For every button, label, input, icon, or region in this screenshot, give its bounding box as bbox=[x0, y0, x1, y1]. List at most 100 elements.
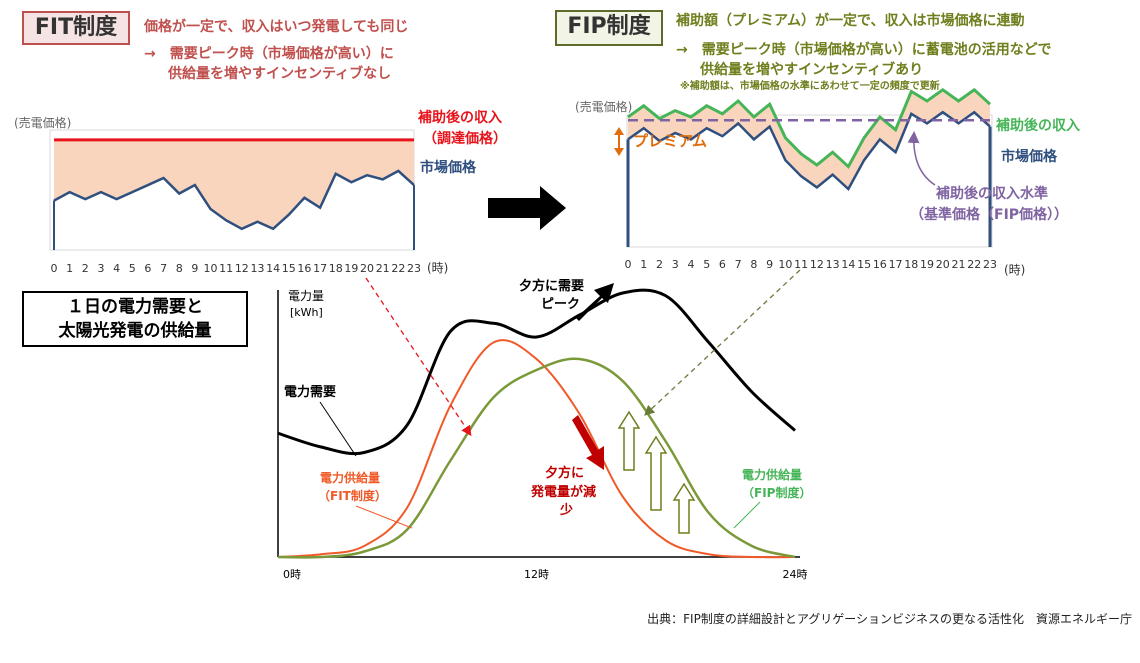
fip-x-tick: 0 bbox=[625, 258, 632, 271]
fip-market-line bbox=[627, 110, 991, 191]
fip-x-tick: 7 bbox=[735, 258, 742, 271]
demand-label: 電力需要 bbox=[284, 384, 336, 400]
fip-x-tick: 20 bbox=[936, 258, 950, 271]
fit-x-tick: 15 bbox=[282, 262, 296, 275]
daily-title-line1: １日の電力需要と bbox=[67, 297, 203, 317]
fip-x-tick: 1 bbox=[640, 258, 647, 271]
fip-x-tick: 3 bbox=[672, 258, 679, 271]
fip-x-tick: 6 bbox=[719, 258, 726, 271]
fip-supply-label-1: 電力供給量 bbox=[742, 467, 802, 482]
fit-revenue-label-2: （調達価格） bbox=[423, 130, 507, 147]
fit-title: FIT制度 bbox=[22, 11, 130, 45]
fit-x-unit: (時) bbox=[427, 261, 448, 275]
premium-arrow-bottom bbox=[614, 148, 624, 156]
fit-market-line bbox=[53, 169, 415, 231]
fit-x-tick: 22 bbox=[391, 262, 405, 275]
fip-x-tick: 23 bbox=[983, 258, 997, 271]
supply-up-arrow-2 bbox=[644, 435, 668, 511]
transition-arrow bbox=[488, 186, 566, 230]
fip-revenue-line bbox=[627, 87, 992, 169]
fit-x-tick: 16 bbox=[297, 262, 311, 275]
daily-x-tick: 12時 bbox=[524, 568, 549, 581]
fit-x-tick: 2 bbox=[82, 262, 89, 275]
fit-revenue-label-1: 補助後の収入 bbox=[417, 109, 502, 126]
base-price-pointer bbox=[907, 131, 936, 186]
fip-supply-curve bbox=[277, 357, 796, 559]
fip-x-tick: 5 bbox=[703, 258, 710, 271]
fit-supply-label-2: （FIT制度） bbox=[318, 488, 387, 503]
evening-drop-label-2: 発電量が減 bbox=[530, 484, 596, 500]
fip-ylabel: (売電価格) bbox=[575, 99, 632, 114]
daily-x-tick: 24時 bbox=[783, 568, 808, 581]
fip-base-label-2: （基準価格（FIP価格）） bbox=[910, 206, 1068, 223]
fip-x-tick: 4 bbox=[687, 258, 694, 271]
fip-x-tick: 2 bbox=[656, 258, 663, 271]
evening-peak-label-1: 夕方に需要 bbox=[519, 278, 584, 294]
fip-x-tick: 16 bbox=[873, 258, 887, 271]
fit-premium-area bbox=[54, 139, 414, 229]
fit-x-tick: 10 bbox=[204, 262, 218, 275]
fit-x-tick: 0 bbox=[51, 262, 58, 275]
premium-label: プレミアム bbox=[633, 132, 707, 150]
fip-x-tick: 13 bbox=[826, 258, 840, 271]
fip-premium-area bbox=[628, 89, 990, 189]
fit-x-tick: 18 bbox=[329, 262, 343, 275]
fit-x-tick: 3 bbox=[97, 262, 104, 275]
fip-title: FIP制度 bbox=[555, 10, 663, 46]
fit-x-tick: 21 bbox=[376, 262, 390, 275]
source-citation: 出典：FIP制度の詳細設計とアグリゲーションビジネスの更なる活性化 資源エネルギ… bbox=[647, 612, 1132, 626]
daily-ylabel-1: 電力量 bbox=[288, 289, 324, 303]
fip-supply-pointer bbox=[733, 501, 761, 529]
fit-ylabel: (売電価格) bbox=[14, 115, 71, 130]
evening-drop-arrow bbox=[572, 415, 604, 470]
fit-desc-line3: 供給量を増やすインセンティブなし bbox=[168, 66, 392, 82]
fit-x-tick: 17 bbox=[313, 262, 327, 275]
fip-x-tick: 19 bbox=[920, 258, 934, 271]
fit-x-tick: 12 bbox=[235, 262, 249, 275]
daily-ylabel-2: [kWh] bbox=[290, 306, 323, 319]
fip-desc-line1: 補助額（プレミアム）が一定で、収入は市場価格に連動 bbox=[676, 13, 1025, 29]
fit-x-tick: 8 bbox=[176, 262, 183, 275]
daily-x-tick: 0時 bbox=[283, 568, 301, 581]
fip-x-tick: 22 bbox=[967, 258, 981, 271]
fit-x-tick: 7 bbox=[160, 262, 167, 275]
fip-x-tick: 17 bbox=[889, 258, 903, 271]
fit-x-tick: 13 bbox=[250, 262, 264, 275]
fip-x-tick: 18 bbox=[904, 258, 918, 271]
fit-supply-pointer bbox=[355, 505, 413, 529]
demand-curve bbox=[277, 288, 796, 456]
fip-x-tick: 14 bbox=[841, 258, 855, 271]
supply-up-arrow-3 bbox=[672, 482, 696, 534]
fip-x-unit: (時) bbox=[1004, 263, 1025, 277]
fip-connector-arrow bbox=[644, 269, 801, 416]
daily-title-line2: 太陽光発電の供給量 bbox=[58, 321, 212, 341]
demand-pointer bbox=[319, 401, 357, 457]
fit-supply-curve bbox=[277, 339, 796, 559]
fit-x-tick: 9 bbox=[191, 262, 198, 275]
daily-title-box: １日の電力需要と 太陽光発電の供給量 bbox=[22, 291, 248, 347]
fip-x-tick: 10 bbox=[778, 258, 792, 271]
fit-chart: 0 1 2 3 4 5 6 7 8 9 10 11 12 13 14 15 16 17 18 19 20 21 22 23 (… bbox=[14, 109, 507, 275]
evening-drop-label-3: 少 bbox=[559, 502, 573, 518]
evening-peak-label-2: ピーク bbox=[541, 297, 580, 312]
fip-x-tick: 11 bbox=[794, 258, 808, 271]
supply-up-arrow-1 bbox=[617, 410, 641, 471]
fit-x-tick: 23 bbox=[407, 262, 421, 275]
evening-drop-label-1: 夕方に bbox=[545, 465, 584, 481]
fip-desc-line2: → 需要ピーク時（市場価格が高い）に蓄電池の活用などで bbox=[676, 42, 1052, 58]
fip-base-label-1: 補助後の収入水準 bbox=[935, 185, 1048, 202]
fit-x-tick: 4 bbox=[113, 262, 120, 275]
fip-revenue-label: 補助後の収入 bbox=[995, 117, 1080, 134]
fit-x-tick: 1 bbox=[66, 262, 73, 275]
fip-x-tick: 8 bbox=[750, 258, 757, 271]
fit-x-tick: 5 bbox=[129, 262, 136, 275]
premium-arrow-top bbox=[614, 127, 624, 135]
fit-x-tick: 19 bbox=[344, 262, 358, 275]
fip-desc-line3: 供給量を増やすインセンティブあり bbox=[700, 62, 924, 78]
fit-x-tick: 11 bbox=[219, 262, 233, 275]
fip-x-tick: 21 bbox=[952, 258, 966, 271]
fip-x-tick: 15 bbox=[857, 258, 871, 271]
fit-x-tick: 6 bbox=[144, 262, 151, 275]
evening-peak-arrow bbox=[576, 283, 614, 321]
